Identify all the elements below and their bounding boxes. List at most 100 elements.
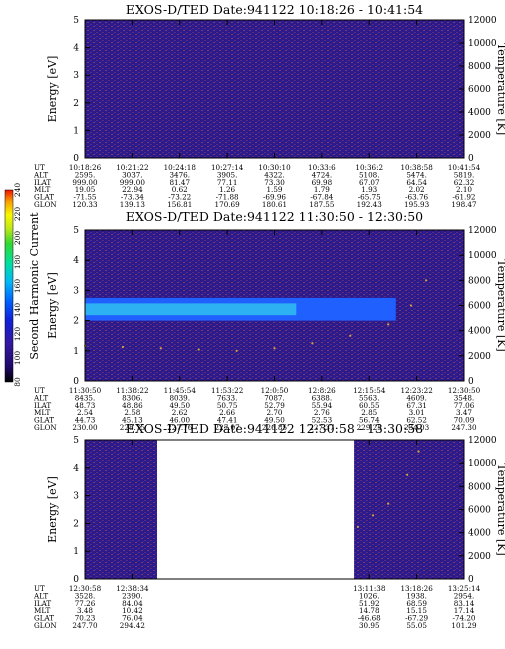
ephemeris-cell: 0.62 [172,185,188,194]
ephemeris-cell: 10:24:18 [164,163,197,172]
y2-tick-label: 10000 [468,39,497,49]
ephemeris-cell: 229.25 [357,423,383,432]
ephemeris-cell: 11:38:22 [116,386,148,395]
chart-title: EXOS-D/TED Date:941122 11:30:50 - 12:30:… [126,209,423,224]
ephemeris-cell: 5563. [359,393,380,402]
ephemeris-cell: -73.22 [168,193,191,202]
ephemeris-row-label: ALT [33,393,48,402]
ephemeris-cell: 230.00 [72,423,98,432]
ephemeris-cell: 81.47 [169,178,190,187]
temperature-point [197,348,200,351]
ephemeris-cell: 6388. [312,393,333,402]
ephemeris-cell: 64.54 [406,178,427,187]
ephemeris-cell: 49.50 [264,416,285,425]
ephemeris-cell: 10:27:14 [211,163,244,172]
y2-tick-label: 4000 [468,108,491,118]
ephemeris-cell: 50.75 [217,401,238,410]
ephemeris-cell: 7633. [217,393,238,402]
colorbar: 80 100 120 140 160 180 200 220 240 Second Harmoni… [4,183,41,387]
ephemeris-cell: -67.84 [310,193,333,202]
ephemeris-cell: 49.50 [169,401,190,410]
ephemeris-cell: 2954. [454,591,475,600]
ephemeris-row-label: GLON [34,200,57,209]
ephemeris-cell: 227.37 [309,423,335,432]
chart-title: EXOS-D/TED Date:941122 12:30:58 - 13:30:… [126,421,423,436]
y-tick-label: 4 [73,44,79,54]
ephemeris-cell: -73.34 [121,193,144,202]
ephemeris-row-label: ALT [33,170,48,179]
ephemeris-cell: 2.76 [314,408,330,417]
ephemeris-cell: 156.81 [167,200,192,209]
colorbar-label: Second Harmonic Current [28,212,41,360]
ephemeris-cell: 55.94 [312,401,333,410]
ephemeris-cell: 13:18:26 [400,584,433,593]
ephemeris-cell: 2.02 [409,185,425,194]
ephemeris-cell: 60.55 [359,401,380,410]
colorbar-tick-label: 140 [13,303,22,318]
y2-tick-label: 6000 [468,506,491,516]
y-tick-label: 4 [73,464,79,474]
ephemeris-cell: 44.73 [75,416,96,425]
y2-tick-label: 4000 [468,529,491,539]
ephemeris-cell: 999.00 [72,178,98,187]
ephemeris-cell: 12:15:54 [353,386,386,395]
ephemeris-cell: 2.54 [77,408,93,417]
ephemeris-cell: 67.31 [406,401,427,410]
ephemeris-cell: 84.04 [122,599,143,608]
ephemeris-cell: 11:45:54 [164,386,197,395]
ephemeris-cell: 77.26 [75,599,96,608]
ephemeris-cell: 10:21:22 [116,163,148,172]
ephemeris-cell: 187.55 [309,200,335,209]
y2-axis-label: Temperature [K] [495,43,505,135]
colorbar-tick-label: 180 [13,255,22,270]
y2-tick-label: 0 [468,377,474,387]
data-gap [157,439,355,580]
temperature-point [273,347,276,350]
ephemeris-row-label: GLON [34,423,57,432]
ephemeris-cell: 76.04 [122,614,143,623]
ephemeris-row-label: MLT [34,185,51,194]
ephemeris-cell: 67.07 [359,178,380,187]
ephemeris-cell: 1026. [359,591,380,600]
y2-axis-label: Temperature [K] [495,259,505,351]
ephemeris-cell: 3.48 [77,606,93,615]
colorbar-tick-label: 240 [13,183,22,198]
ephemeris-cell: 12:0:50 [261,386,289,395]
y-tick-label: 5 [73,226,79,236]
ephemeris-cell: 48.86 [122,401,143,410]
y-axis-label: Energy [eV] [46,272,59,339]
colorbar-scale [4,189,14,383]
colorbar-tick-label: 160 [13,279,22,294]
ephemeris-cell: 10:33:6 [308,163,336,172]
y2-tick-label: 2000 [468,131,491,141]
ephemeris-cell: 12:23:22 [400,386,432,395]
ephemeris-cell: 30.95 [359,621,380,630]
y2-tick-label: 0 [468,154,474,164]
ephemeris-cell: 227.07 [215,423,241,432]
ephemeris-cell: -71.88 [216,193,239,202]
temperature-point [425,279,428,282]
ephemeris-cell: 10.42 [122,606,143,615]
energy-band-core [85,303,297,316]
ephemeris-row-label: GLAT [34,416,54,425]
ephemeris-cell: 3.47 [456,408,472,417]
ephemeris-cell: 52.79 [264,401,285,410]
ephemeris-cell: 226.85 [262,423,288,432]
y2-tick-label: 10000 [468,251,497,261]
ephemeris-cell: 227.76 [167,423,193,432]
ephemeris-cell: 2.10 [456,185,472,194]
ephemeris-cell: 73.30 [264,178,285,187]
temperature-point [311,342,314,345]
spectrogram-background [85,20,464,158]
ephemeris-cell: 4609. [406,393,427,402]
ephemeris-cell: 69.98 [312,178,333,187]
ephemeris-row-label: GLON [34,621,57,630]
y2-tick-label: 8000 [468,482,491,492]
y2-tick-label: 2000 [468,552,491,562]
y-tick-label: 3 [73,71,79,81]
ephemeris-cell: 17.14 [454,606,475,615]
y-tick-label: 5 [73,436,79,446]
ephemeris-cell: 8306. [122,393,143,402]
ephemeris-cell: 101.29 [451,621,477,630]
